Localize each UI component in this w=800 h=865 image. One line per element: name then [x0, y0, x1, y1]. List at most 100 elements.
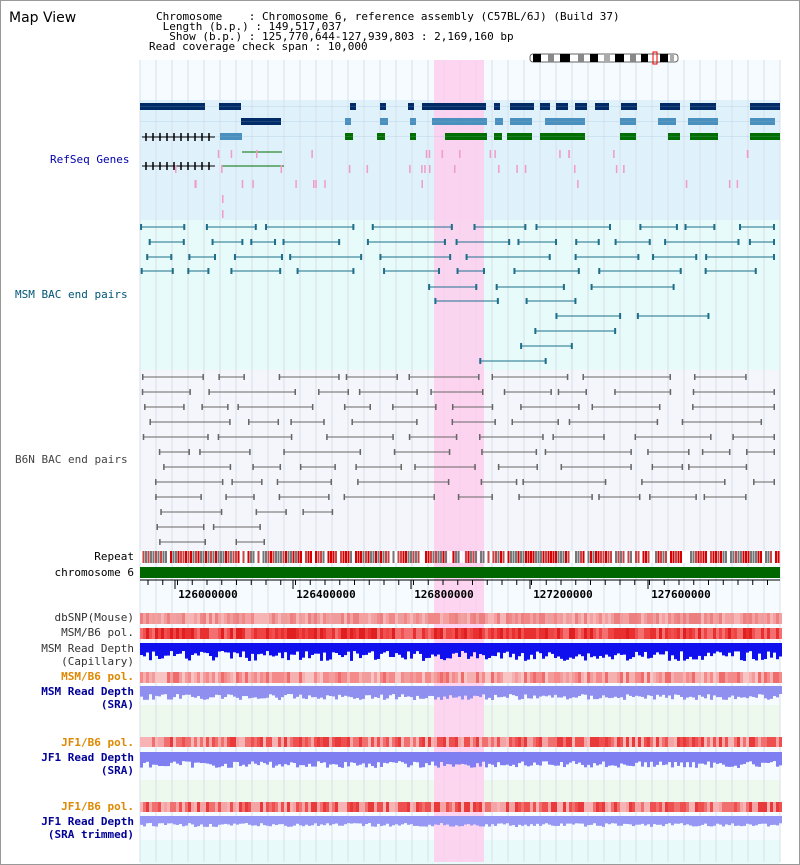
jf1-trimmed-depth	[368, 816, 371, 824]
repeat-element	[245, 551, 247, 563]
jf1-pol-cell	[440, 737, 443, 747]
msm-pol-cell-2	[614, 672, 617, 683]
jf1-sra-depth	[491, 752, 494, 765]
jf1-trimmed-depth	[503, 816, 506, 825]
dbsnp-cell	[602, 613, 605, 624]
msm-capillary-depth	[752, 643, 755, 660]
jf1-trimmed-depth	[293, 816, 296, 826]
msm-pol-cell-2	[191, 672, 194, 683]
dbsnp-cell	[443, 613, 446, 624]
jf1-trimmed-depth	[536, 816, 539, 824]
msm-capillary-depth	[680, 643, 683, 652]
msm-pol-cell-2	[419, 672, 422, 683]
msm-bac-end	[449, 254, 452, 260]
msm-pol-cell	[710, 628, 713, 639]
msm-pol-cell-2	[311, 672, 314, 683]
msm-pol-cell	[194, 628, 197, 639]
msm-pol-cell-2	[509, 672, 512, 683]
repeat-element	[532, 551, 535, 563]
msm-pol-cell	[476, 628, 479, 639]
msm-pol-cell-2	[635, 672, 638, 683]
msm-sra-depth	[434, 686, 437, 700]
b6n-bac-end	[455, 434, 458, 440]
jf1-trimmed-depth	[491, 816, 494, 825]
msm-capillary-depth	[284, 643, 287, 653]
repeat-element	[150, 551, 152, 563]
repeat-element	[720, 551, 722, 563]
jf1-trimmed-depth	[263, 816, 266, 826]
msm-sra-depth	[377, 686, 380, 698]
msm-sra-depth	[692, 686, 695, 698]
dbsnp-cell	[353, 613, 356, 624]
dbsnp-cell	[272, 613, 275, 624]
b6n-bac-end	[263, 539, 265, 545]
dbsnp-cell	[662, 613, 665, 624]
msm-bac-end	[146, 254, 149, 260]
msm-pol-cell-2	[359, 672, 362, 683]
dbsnp-cell	[731, 613, 734, 624]
repeat-element	[432, 551, 435, 563]
msm-sra-depth	[773, 686, 776, 697]
msm-pol-cell-2	[236, 672, 239, 683]
msm-bac-end-pairs-label[interactable]: MSM BAC end pairs	[15, 288, 128, 301]
jf1-trimmed-depth	[725, 816, 728, 825]
dbsnp-cell	[275, 613, 278, 624]
repeat-element	[375, 551, 377, 563]
jf1-trimmed-depth	[539, 816, 542, 826]
repeat-element	[552, 551, 555, 563]
b6n-bac-end	[703, 494, 706, 500]
dbsnp-cell	[452, 613, 455, 624]
b6n-bac-end	[520, 404, 522, 410]
jf1-pol-cell-2	[227, 802, 230, 812]
jf1-pol-cell-2	[755, 802, 758, 812]
jf1-pol-cell-2	[668, 802, 671, 812]
b6n-bac-end	[357, 479, 359, 485]
msm-pol-cell-2	[401, 672, 404, 683]
dbsnp-cell	[542, 613, 545, 624]
refseq-pink-tick	[728, 180, 731, 188]
dbsnp-cell	[701, 613, 704, 624]
jf1-sra-depth	[644, 752, 647, 763]
msm-capillary-depth	[404, 643, 407, 660]
msm-sra-depth	[527, 686, 530, 699]
msm-capillary-depth	[140, 643, 143, 656]
refseq-gene	[510, 103, 534, 110]
msm-pol-cell	[458, 628, 461, 639]
repeat-element	[702, 551, 705, 563]
jf1-sra-depth	[209, 752, 212, 765]
jf1-sra-depth	[716, 752, 719, 764]
refseq-gene	[750, 133, 780, 140]
msm-bac-end	[524, 224, 527, 230]
msm-pol-cell-2	[623, 672, 626, 683]
repeat-element	[567, 551, 570, 563]
b6n-bac-end-pairs-label[interactable]: B6N BAC end pairs	[15, 453, 128, 466]
b6n-bac-end	[355, 464, 357, 470]
refseq-pink-tick	[195, 180, 197, 188]
refseq-genes-label[interactable]: RefSeq Genes	[50, 153, 130, 166]
msm-capillary-depth	[731, 643, 734, 657]
msm-sra-depth	[260, 686, 263, 699]
jf1-pol-cell	[428, 737, 431, 747]
jf1-pol-cell-2	[641, 802, 644, 812]
dbsnp-cell	[557, 613, 560, 624]
jf1-sra-depth	[467, 752, 470, 766]
jf1-pol-cell-2	[488, 802, 491, 812]
msm-sra-depth	[185, 686, 188, 695]
refseq-gene	[540, 133, 585, 140]
msm-pol-cell-2	[497, 672, 500, 683]
jf1-trimmed-depth	[455, 816, 458, 826]
repeat-element	[372, 551, 375, 563]
jf1-pol-cell	[251, 737, 254, 747]
jf1-trimmed-depth	[779, 816, 782, 824]
jf1-trimmed-depth	[488, 816, 491, 827]
jf1-trimmed-depth	[176, 816, 179, 825]
msm-pol-cell-2	[566, 672, 569, 683]
msm-capillary-depth	[464, 643, 467, 653]
jf1-trimmed-depth	[332, 816, 335, 825]
msm-pol-cell-2	[230, 672, 233, 683]
jf1-pol-cell-2	[332, 802, 335, 812]
jf1-pol-cell-2	[263, 802, 266, 812]
jf1-pol-cell	[476, 737, 479, 747]
msm-pol-cell	[368, 628, 371, 639]
